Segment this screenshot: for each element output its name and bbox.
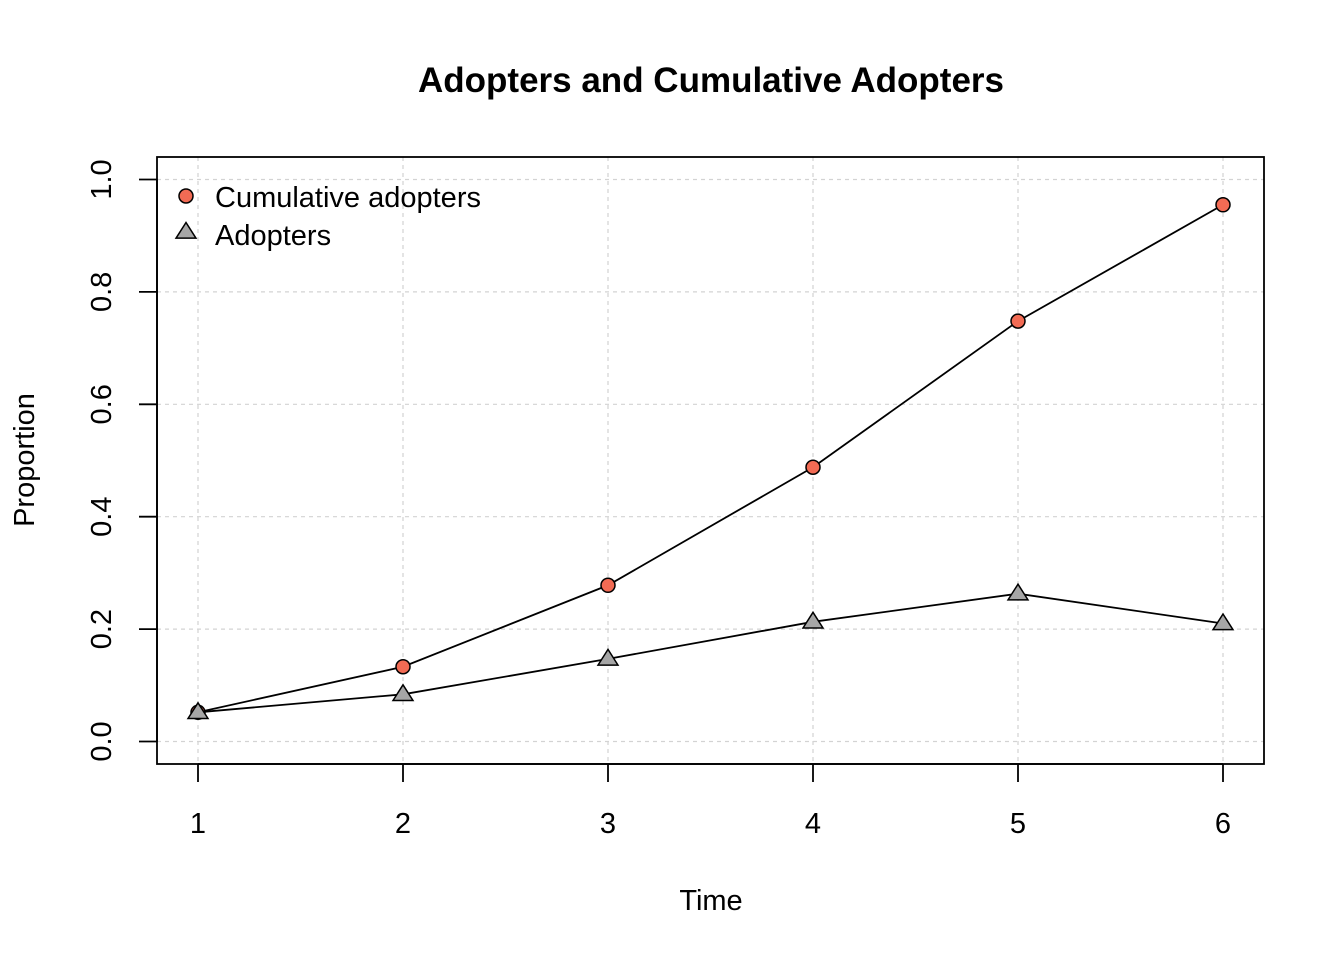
data-point-cumulative-adopters — [1010, 313, 1026, 329]
series-line-adopters — [197, 592, 1224, 714]
data-point-adopters — [596, 648, 620, 666]
legend-label-adopters: Adopters — [215, 220, 331, 252]
series-adopters — [186, 582, 1235, 720]
x-axis: 1 2 3 4 5 6 — [190, 763, 1231, 840]
data-point-adopters — [391, 683, 415, 702]
legend-marker-adopters — [174, 221, 198, 239]
data-point-adopters — [801, 610, 825, 629]
legend: Cumulative adopters Adopters — [174, 182, 481, 252]
y-axis-label: Proportion — [9, 393, 41, 527]
chart-title: Adopters and Cumulative Adopters — [418, 61, 1004, 100]
legend-marker-cumulative-adopters — [178, 188, 194, 204]
legend-item-cumulative-adopters: Cumulative adopters — [178, 182, 481, 214]
legend-item-adopters: Adopters — [174, 220, 331, 252]
x-tick-label: 3 — [600, 808, 616, 840]
y-tick-label: 0.0 — [86, 721, 118, 761]
data-point-cumulative-adopters — [1215, 197, 1231, 213]
x-tick-label: 5 — [1010, 808, 1026, 840]
y-axis: 0.0 0.2 0.4 0.6 0.8 1.0 — [86, 159, 158, 762]
data-point-adopters — [1211, 612, 1235, 631]
y-tick-label: 0.2 — [86, 609, 118, 649]
data-point-cumulative-adopters — [600, 577, 616, 594]
series-line-cumulative-adopters — [197, 203, 1224, 714]
x-tick-label: 6 — [1215, 808, 1231, 840]
y-tick-label: 0.4 — [86, 497, 118, 537]
x-axis-label: Time — [679, 885, 742, 917]
x-tick-label: 4 — [805, 808, 821, 840]
x-tick-label: 2 — [395, 808, 411, 840]
data-point-adopters — [1006, 582, 1030, 601]
series-layer — [186, 197, 1235, 721]
data-point-cumulative-adopters — [805, 459, 821, 475]
legend-label-cumulative-adopters: Cumulative adopters — [215, 182, 481, 214]
data-point-cumulative-adopters — [395, 659, 411, 675]
y-tick-label: 1.0 — [86, 159, 118, 199]
x-tick-label: 1 — [190, 808, 206, 840]
y-tick-label: 0.8 — [86, 272, 118, 312]
y-tick-label: 0.6 — [86, 384, 118, 424]
data-point-adopters — [186, 701, 210, 720]
